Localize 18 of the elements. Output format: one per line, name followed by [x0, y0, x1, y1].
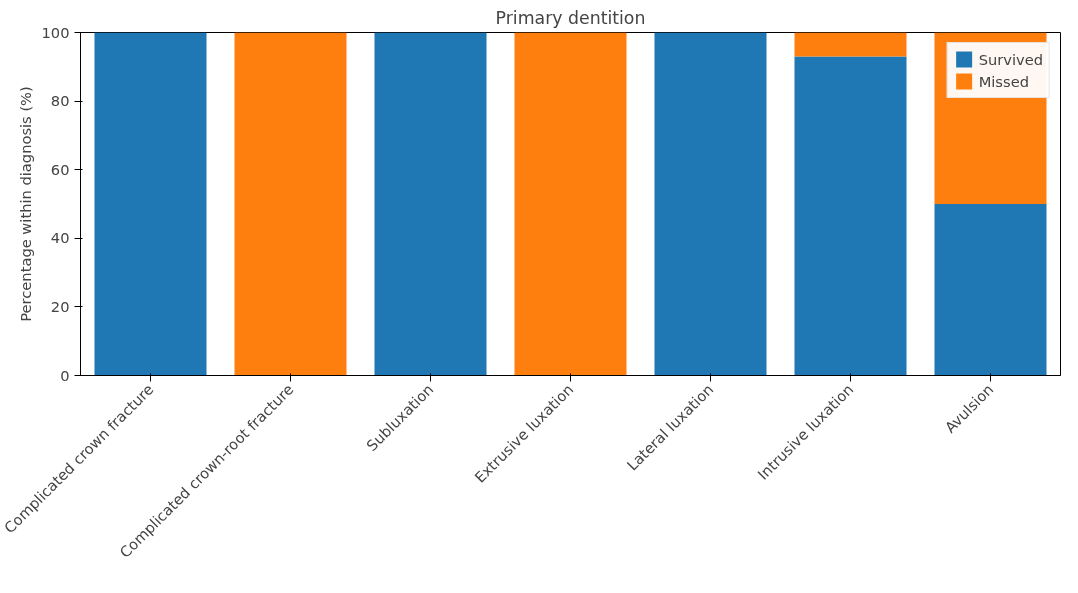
- bar: [654, 32, 767, 376]
- bar: [794, 32, 907, 57]
- bar: [514, 32, 627, 376]
- bar: [234, 32, 347, 376]
- y-tick-label: 20: [50, 297, 70, 315]
- chart-title: Primary dentition: [495, 7, 646, 28]
- y-tick-label: 60: [50, 160, 70, 178]
- y-tick-label: 100: [41, 23, 70, 41]
- bar: [94, 32, 207, 376]
- y-tick-label: 0: [60, 366, 70, 384]
- y-axis-title: Percentage within diagnosis (%): [16, 86, 34, 322]
- legend-label: Survived: [978, 50, 1043, 68]
- bar: [374, 32, 487, 376]
- y-tick-label: 40: [50, 229, 70, 247]
- bar: [794, 56, 907, 376]
- bar: [934, 204, 1047, 376]
- legend-label: Missed: [978, 72, 1029, 90]
- y-tick-label: 80: [50, 92, 70, 110]
